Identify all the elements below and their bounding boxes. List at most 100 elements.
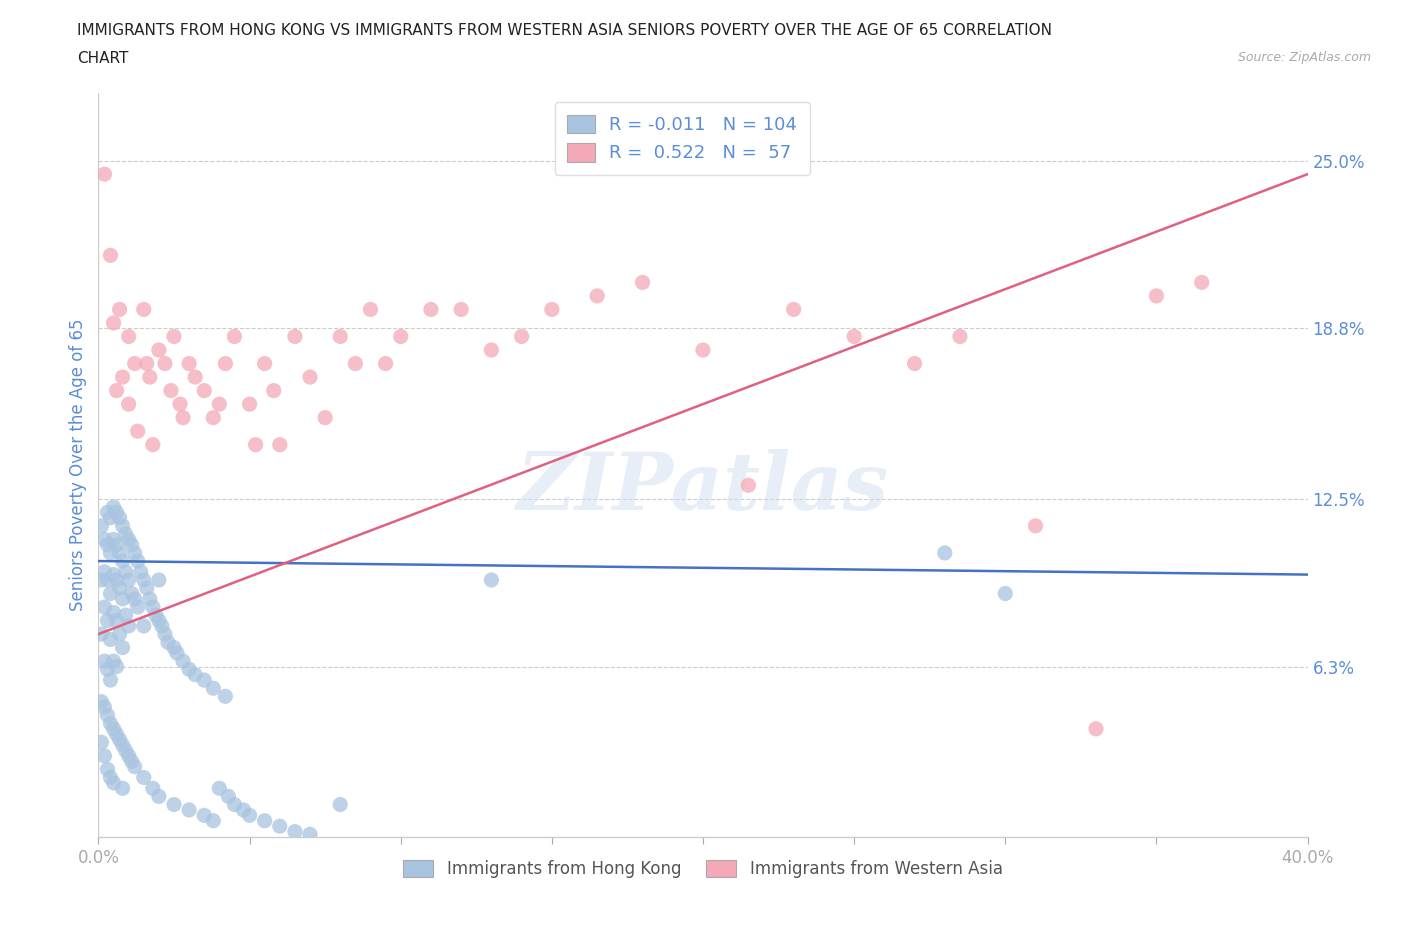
Text: Source: ZipAtlas.com: Source: ZipAtlas.com	[1237, 51, 1371, 64]
Point	[132, 618, 155, 633]
Point	[214, 356, 236, 371]
Point	[148, 342, 170, 357]
Point	[374, 356, 396, 371]
Point	[127, 600, 149, 615]
Point	[148, 789, 170, 804]
Point	[904, 356, 927, 371]
Point	[179, 356, 201, 371]
Point	[263, 383, 285, 398]
Point	[208, 397, 231, 412]
Point	[540, 302, 562, 317]
Point	[96, 708, 118, 723]
Point	[111, 518, 134, 533]
Point	[121, 754, 143, 769]
Point	[100, 546, 122, 561]
Point	[114, 743, 136, 758]
Point	[193, 672, 215, 687]
Point	[142, 600, 165, 615]
Point	[93, 532, 115, 547]
Point	[179, 662, 201, 677]
Point	[245, 437, 267, 452]
Point	[108, 732, 131, 747]
Point	[631, 275, 654, 290]
Point	[239, 808, 262, 823]
Y-axis label: Seniors Poverty Over the Age of 65: Seniors Poverty Over the Age of 65	[69, 319, 87, 611]
Point	[184, 369, 207, 384]
Point	[510, 329, 533, 344]
Point	[90, 518, 112, 533]
Point	[160, 383, 183, 398]
Point	[93, 654, 115, 669]
Point	[111, 369, 134, 384]
Point	[142, 437, 165, 452]
Point	[139, 591, 162, 606]
Point	[124, 759, 146, 774]
Legend: Immigrants from Hong Kong, Immigrants from Western Asia: Immigrants from Hong Kong, Immigrants fr…	[396, 853, 1010, 884]
Point	[156, 635, 179, 650]
Point	[179, 803, 201, 817]
Point	[111, 591, 134, 606]
Point	[142, 781, 165, 796]
Point	[129, 565, 152, 579]
Point	[172, 410, 194, 425]
Point	[299, 827, 322, 842]
Point	[132, 770, 155, 785]
Point	[148, 613, 170, 628]
Point	[103, 532, 125, 547]
Point	[111, 737, 134, 752]
Point	[239, 397, 262, 412]
Point	[994, 586, 1017, 601]
Point	[111, 553, 134, 568]
Point	[148, 573, 170, 588]
Point	[105, 726, 128, 741]
Point	[100, 511, 122, 525]
Point	[139, 369, 162, 384]
Point	[169, 397, 191, 412]
Point	[163, 797, 186, 812]
Point	[127, 553, 149, 568]
Point	[202, 814, 225, 829]
Point	[389, 329, 412, 344]
Point	[124, 591, 146, 606]
Point	[103, 605, 125, 620]
Point	[118, 618, 141, 633]
Point	[93, 600, 115, 615]
Point	[105, 538, 128, 552]
Point	[121, 586, 143, 601]
Point	[934, 546, 956, 561]
Point	[121, 538, 143, 552]
Point	[135, 580, 157, 595]
Point	[420, 302, 443, 317]
Point	[737, 478, 759, 493]
Point	[118, 532, 141, 547]
Point	[96, 613, 118, 628]
Point	[208, 781, 231, 796]
Point	[783, 302, 806, 317]
Point	[1085, 722, 1108, 737]
Point	[105, 383, 128, 398]
Point	[224, 329, 246, 344]
Point	[253, 356, 276, 371]
Point	[114, 607, 136, 622]
Point	[284, 329, 307, 344]
Point	[111, 640, 134, 655]
Point	[217, 789, 239, 804]
Text: IMMIGRANTS FROM HONG KONG VS IMMIGRANTS FROM WESTERN ASIA SENIORS POVERTY OVER T: IMMIGRANTS FROM HONG KONG VS IMMIGRANTS …	[77, 23, 1052, 38]
Point	[111, 781, 134, 796]
Point	[299, 369, 322, 384]
Point	[224, 797, 246, 812]
Point	[100, 632, 122, 647]
Point	[193, 383, 215, 398]
Point	[90, 735, 112, 750]
Point	[96, 505, 118, 520]
Point	[96, 538, 118, 552]
Point	[202, 681, 225, 696]
Point	[105, 613, 128, 628]
Point	[844, 329, 866, 344]
Point	[232, 803, 254, 817]
Point	[481, 342, 503, 357]
Point	[163, 640, 186, 655]
Point	[103, 722, 125, 737]
Point	[269, 818, 291, 833]
Point	[202, 410, 225, 425]
